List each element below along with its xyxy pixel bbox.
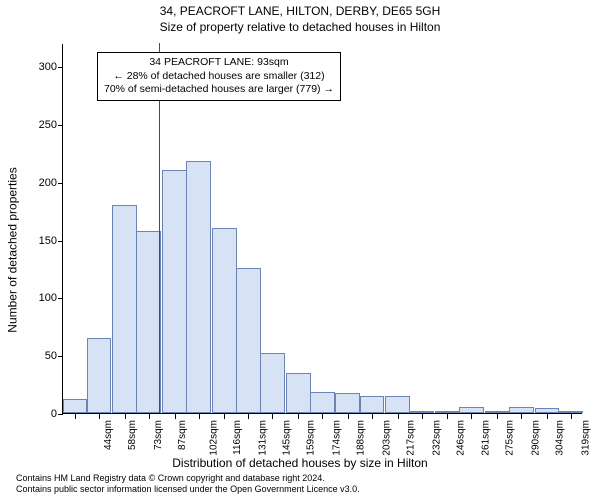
annotation-box: 34 PEACROFT LANE: 93sqm ← 28% of detache… [97, 52, 341, 101]
x-tick-label: 246sqm [455, 420, 466, 456]
x-tick-label: 87sqm [177, 420, 188, 450]
annotation-line1: 34 PEACROFT LANE: 93sqm [104, 56, 334, 70]
x-tick-mark [497, 413, 498, 419]
histogram-bar [63, 399, 88, 413]
x-tick-mark [547, 413, 548, 419]
x-tick-label: 232sqm [431, 420, 442, 456]
y-tick-mark [58, 183, 63, 184]
x-tick-label: 44sqm [103, 420, 114, 450]
x-tick-label: 304sqm [555, 420, 566, 456]
chart-title-line1: 34, PEACROFT LANE, HILTON, DERBY, DE65 5… [0, 4, 600, 18]
y-tick-label: 250 [27, 119, 57, 131]
y-tick-label: 200 [27, 177, 57, 189]
y-tick-mark [58, 125, 63, 126]
footer: Contains HM Land Registry data © Crown c… [16, 473, 360, 495]
histogram-bar [162, 170, 187, 413]
annotation-line2: ← 28% of detached houses are smaller (31… [104, 70, 334, 84]
x-tick-label: 275sqm [505, 420, 516, 456]
x-tick-label: 188sqm [356, 420, 367, 456]
x-tick-mark [149, 413, 150, 419]
histogram-bar [286, 373, 311, 413]
x-tick-mark [348, 413, 349, 419]
histogram-bar [136, 231, 161, 413]
x-tick-mark [471, 413, 472, 419]
y-tick-mark [58, 67, 63, 68]
x-tick-mark [175, 413, 176, 419]
y-tick-label: 50 [27, 350, 57, 362]
x-tick-mark [75, 413, 76, 419]
histogram-bar [360, 396, 385, 413]
y-tick-mark [58, 356, 63, 357]
plot-area: 34 PEACROFT LANE: 93sqm ← 28% of detache… [62, 44, 582, 414]
y-tick-label: 150 [27, 235, 57, 247]
y-tick-mark [58, 414, 63, 415]
x-tick-mark [372, 413, 373, 419]
x-tick-mark [322, 413, 323, 419]
histogram-bar [260, 353, 285, 413]
x-tick-label: 261sqm [481, 420, 492, 456]
x-tick-label: 217sqm [405, 420, 416, 456]
x-axis-label: Distribution of detached houses by size … [0, 456, 600, 470]
histogram-bar [385, 396, 410, 413]
x-tick-mark [199, 413, 200, 419]
x-tick-label: 159sqm [306, 420, 317, 456]
x-tick-label: 102sqm [208, 420, 219, 456]
y-tick-label: 0 [27, 408, 57, 420]
x-tick-mark [99, 413, 100, 419]
y-tick-mark [58, 298, 63, 299]
x-tick-mark [521, 413, 522, 419]
x-tick-label: 174sqm [332, 420, 343, 456]
annotation-line3: 70% of semi-detached houses are larger (… [104, 83, 334, 97]
y-tick-label: 100 [27, 292, 57, 304]
y-axis-label: Number of detached properties [6, 167, 20, 332]
x-tick-mark [422, 413, 423, 419]
x-tick-label: 319sqm [581, 420, 592, 456]
histogram-bar [335, 393, 360, 413]
x-tick-mark [248, 413, 249, 419]
x-tick-mark [272, 413, 273, 419]
histogram-bar [87, 338, 112, 413]
x-tick-mark [571, 413, 572, 419]
histogram-bar [186, 161, 211, 413]
x-tick-label: 290sqm [531, 420, 542, 456]
histogram-bar [236, 268, 261, 413]
x-tick-label: 58sqm [127, 420, 138, 450]
x-tick-mark [224, 413, 225, 419]
histogram-bar [112, 205, 137, 413]
x-tick-label: 116sqm [231, 420, 242, 455]
x-tick-mark [125, 413, 126, 419]
y-tick-label: 300 [27, 61, 57, 73]
x-tick-mark [298, 413, 299, 419]
footer-line1: Contains HM Land Registry data © Crown c… [16, 473, 360, 484]
y-axis-label-wrap: Number of detached properties [6, 0, 20, 500]
x-tick-mark [447, 413, 448, 419]
x-tick-label: 131sqm [258, 420, 269, 456]
x-tick-mark [398, 413, 399, 419]
footer-line2: Contains public sector information licen… [16, 484, 360, 495]
x-tick-label: 73sqm [153, 420, 164, 450]
y-tick-mark [58, 241, 63, 242]
histogram-bar [310, 392, 335, 413]
histogram-bar [212, 228, 237, 413]
chart-title-line2: Size of property relative to detached ho… [0, 20, 600, 34]
x-tick-label: 145sqm [282, 420, 293, 456]
x-tick-label: 203sqm [381, 420, 392, 456]
